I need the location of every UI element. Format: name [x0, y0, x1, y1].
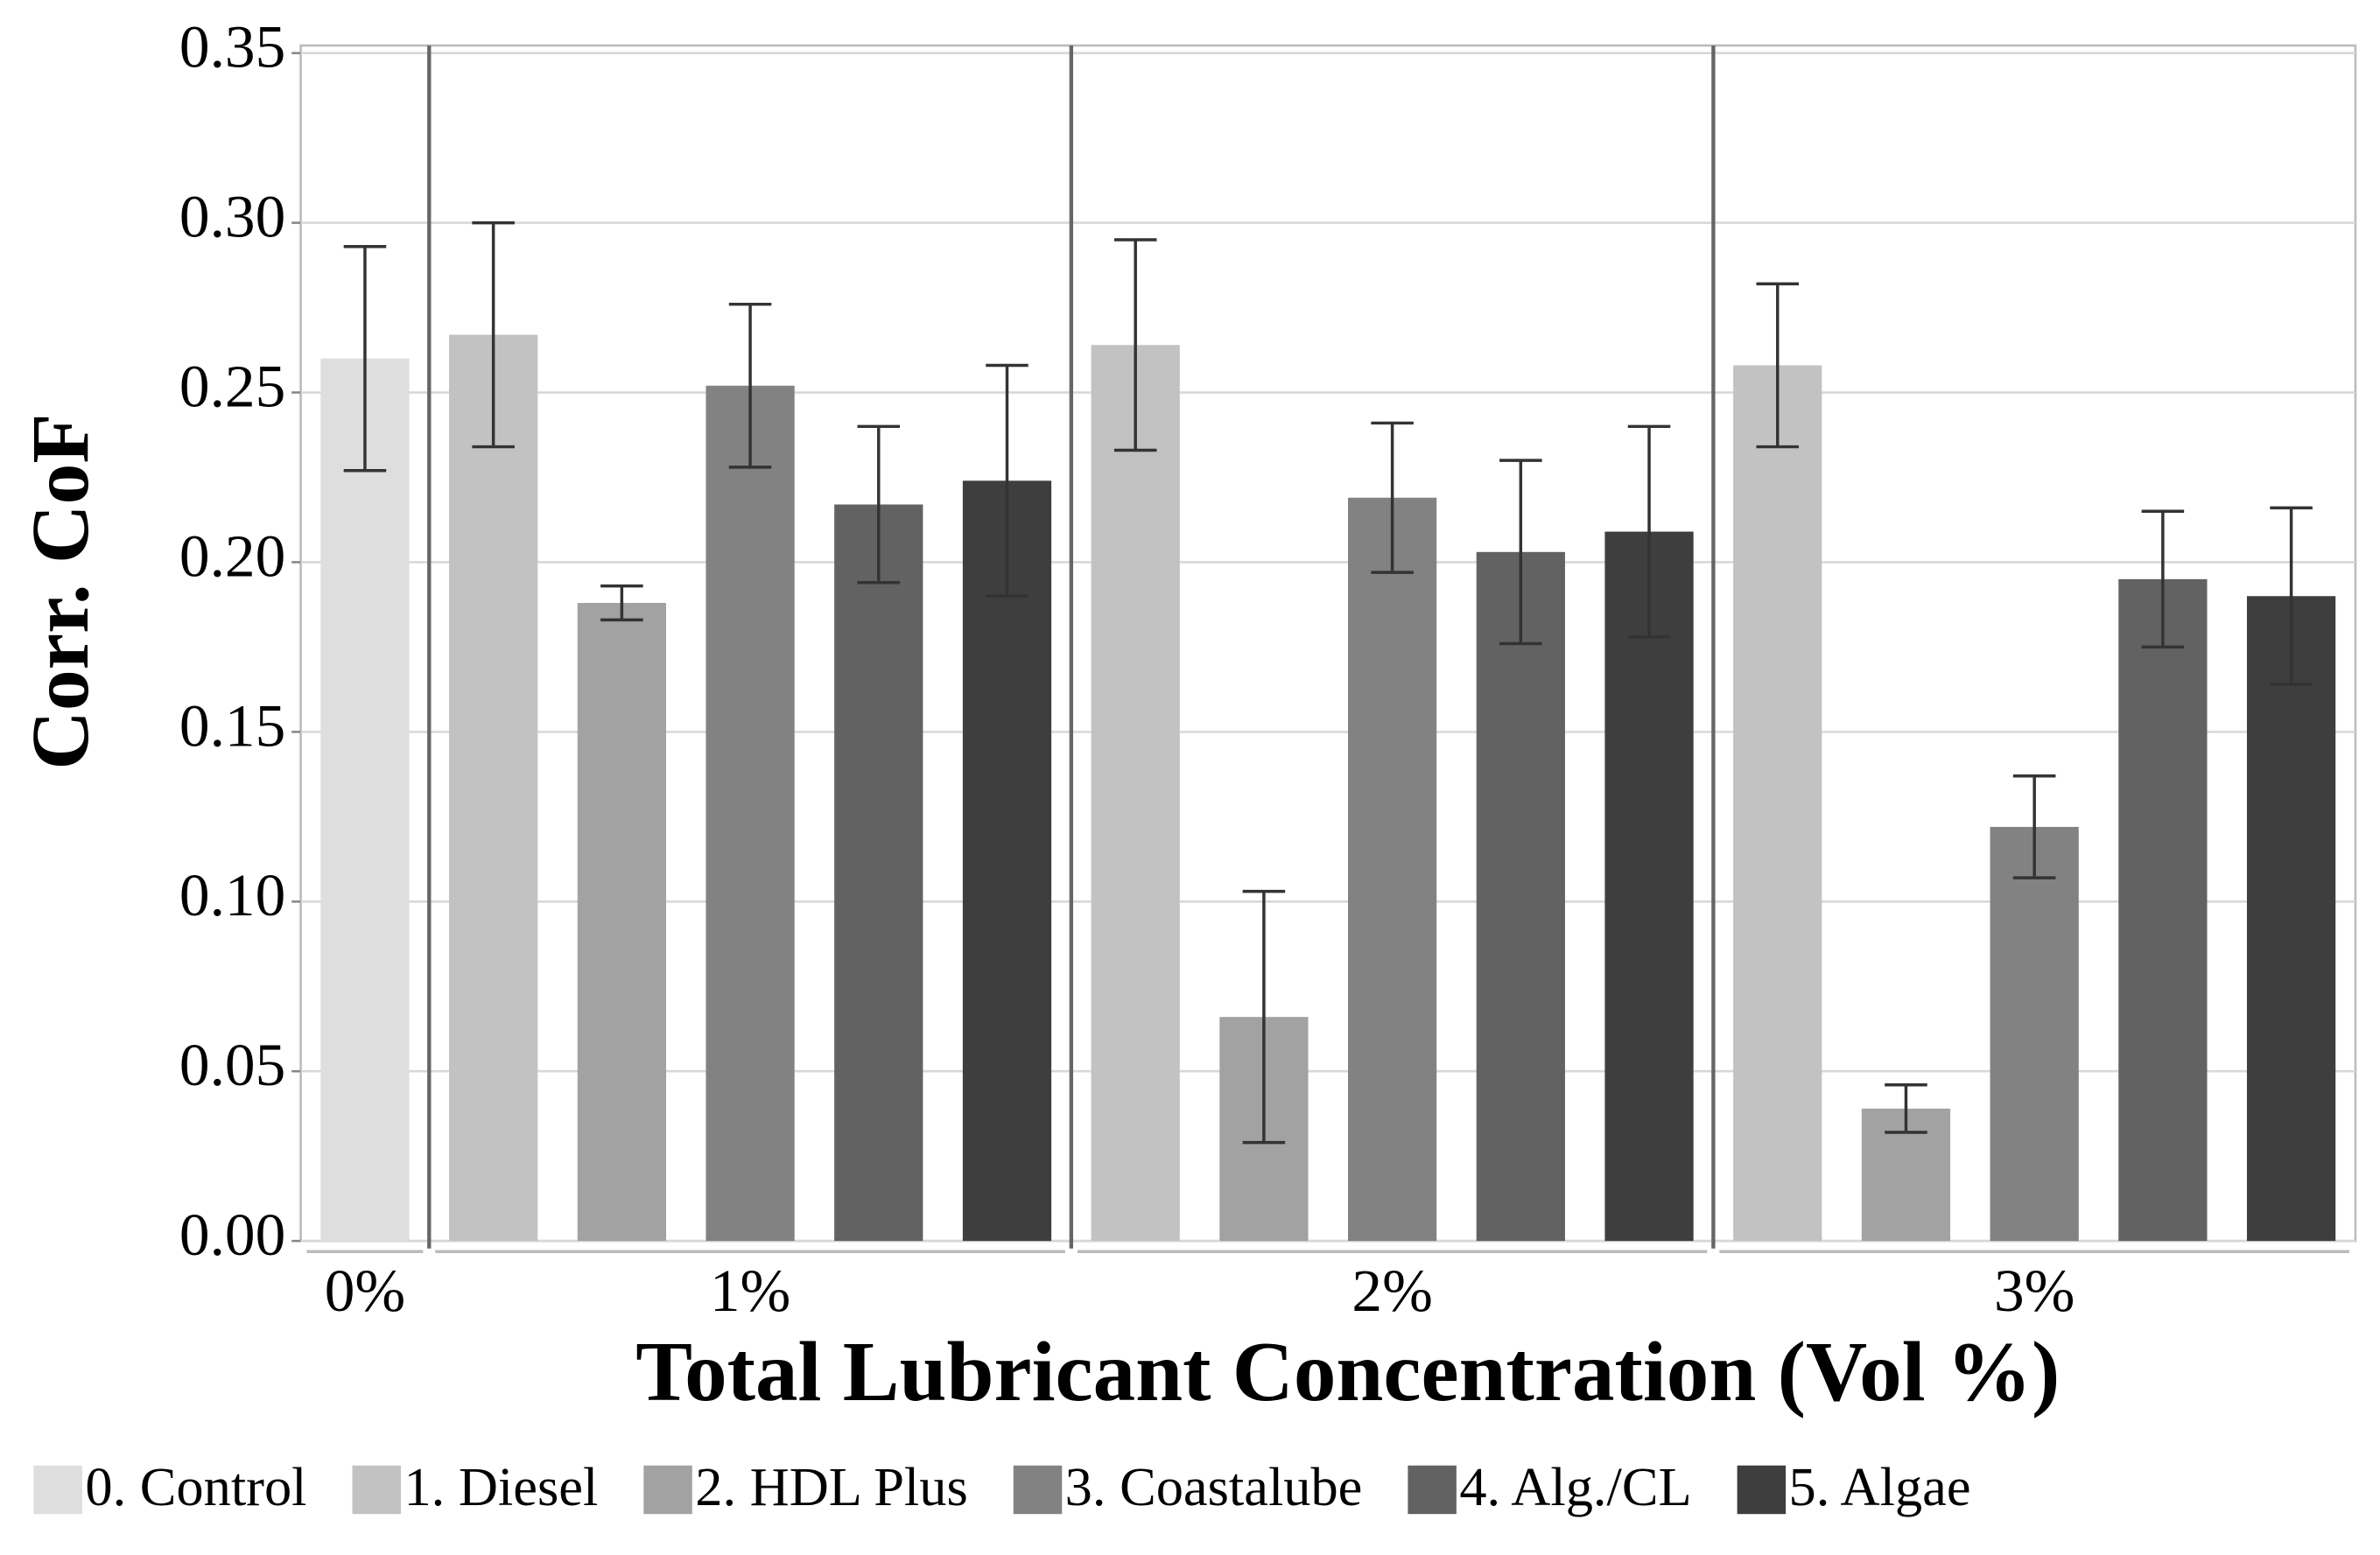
error-bar [472, 221, 515, 449]
error-bar [2012, 774, 2056, 879]
x-tick-label: 1% [710, 1257, 790, 1324]
legend-swatch [33, 1465, 82, 1515]
legend-swatch [643, 1465, 692, 1515]
bar [834, 504, 923, 1242]
error-bar [600, 584, 643, 622]
legend-swatch [1408, 1465, 1457, 1515]
error-bar [1627, 424, 1671, 639]
error-bar [986, 363, 1029, 598]
legend-label: 2. HDL Plus [695, 1457, 967, 1517]
y-tick-label: 0.00 [179, 1201, 285, 1268]
legend-label: 1. Diesel [404, 1457, 598, 1517]
legend-label: 0. Control [85, 1457, 306, 1517]
bar [1990, 826, 2079, 1242]
error-bar [2141, 509, 2185, 649]
y-tick-label: 0.05 [179, 1031, 285, 1098]
x-axis-label: Total Lubricant Concentration (Vol %) [635, 1324, 2060, 1418]
error-bar [1371, 421, 1414, 574]
y-tick-label: 0.20 [179, 522, 285, 589]
bar [706, 385, 795, 1242]
error-bar [1113, 238, 1157, 452]
y-tick-label: 0.15 [179, 691, 285, 759]
bar [1476, 551, 1565, 1242]
y-tick-label: 0.10 [179, 861, 285, 928]
error-bar [1499, 459, 1542, 646]
bar [962, 480, 1052, 1242]
bar [1091, 345, 1180, 1242]
bar [2246, 596, 2336, 1242]
error-bar [1885, 1082, 1927, 1134]
error-bar [343, 245, 387, 473]
y-tick-label: 0.35 [179, 13, 285, 81]
error-bar [857, 424, 901, 585]
bar [1604, 531, 1694, 1242]
bar [577, 602, 666, 1242]
legend-label: 5. Algae [1789, 1457, 1971, 1517]
bar [2118, 578, 2208, 1242]
legend-label: 4. Alg./CL [1459, 1457, 1691, 1517]
legend-label: 3. Coastalube [1065, 1457, 1363, 1517]
y-tick-label: 0.25 [179, 352, 285, 419]
bar [1733, 365, 1822, 1242]
error-bar [728, 302, 772, 469]
legend-swatch [1737, 1465, 1787, 1515]
error-bar [1242, 889, 1286, 1145]
bar [320, 358, 410, 1242]
y-tick-label: 0.30 [179, 183, 285, 250]
x-tick-label: 0% [325, 1257, 405, 1324]
bar [1348, 497, 1437, 1242]
legend-swatch [352, 1465, 401, 1515]
legend-swatch [1013, 1465, 1063, 1515]
y-axis-label: Corr. CoF [16, 413, 106, 769]
error-bar [1756, 282, 1800, 449]
error-bar [2270, 506, 2313, 686]
bar [449, 334, 538, 1242]
x-tick-label: 2% [1351, 1257, 1432, 1324]
x-tick-label: 3% [1994, 1257, 2075, 1324]
